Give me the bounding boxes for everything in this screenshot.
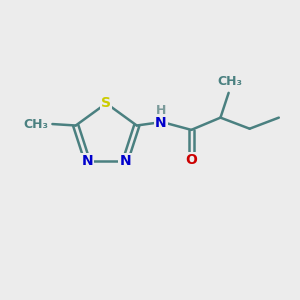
Text: N: N [119, 154, 131, 168]
Text: N: N [155, 116, 167, 130]
Text: CH₃: CH₃ [23, 118, 48, 130]
Text: CH₃: CH₃ [218, 75, 243, 88]
Text: S: S [101, 96, 111, 110]
Text: O: O [185, 153, 197, 166]
Text: H: H [156, 104, 166, 117]
Text: N: N [82, 154, 93, 168]
